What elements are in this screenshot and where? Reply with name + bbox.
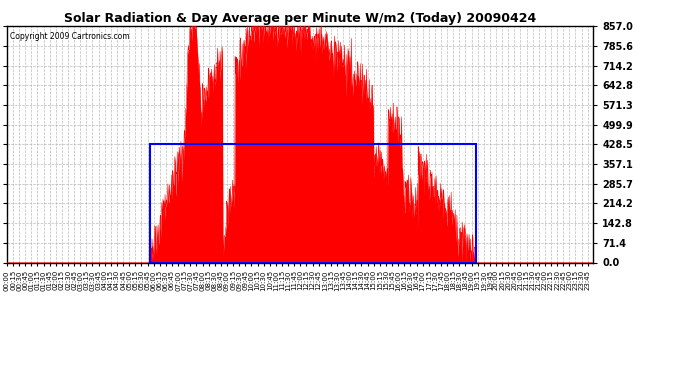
Bar [150, 144, 475, 262]
Title: Solar Radiation & Day Average per Minute W/m2 (Today) 20090424: Solar Radiation & Day Average per Minute… [64, 12, 536, 25]
Text: Copyright 2009 Cartronics.com: Copyright 2009 Cartronics.com [10, 32, 130, 41]
